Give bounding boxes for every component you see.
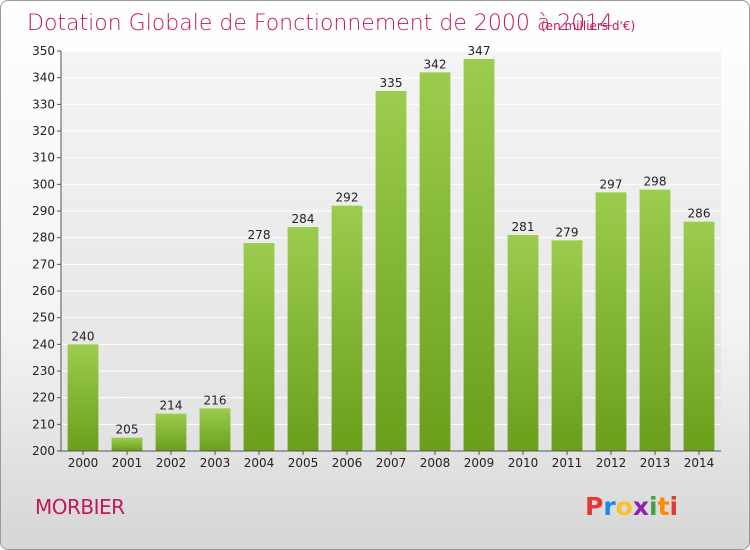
- y-tick-label: 270: [32, 257, 55, 271]
- bar: [507, 235, 539, 451]
- data-label: 216: [204, 393, 227, 407]
- logo-letter: t: [658, 492, 670, 521]
- chart-unit-note: (en milliers d'€): [541, 19, 635, 33]
- bar: [243, 243, 275, 451]
- x-tick-label: 2010: [508, 456, 539, 470]
- y-tick-label: 210: [32, 417, 55, 431]
- bar: [67, 344, 99, 451]
- data-label: 205: [116, 423, 139, 437]
- y-tick-label: 310: [32, 151, 55, 165]
- bar: [375, 91, 407, 451]
- bar: [683, 221, 715, 451]
- y-tick-label: 300: [32, 177, 55, 191]
- bar: [463, 59, 495, 451]
- logo-letter: x: [633, 492, 649, 521]
- bar: [595, 192, 627, 452]
- y-tick-label: 340: [32, 71, 55, 85]
- data-label: 292: [336, 191, 359, 205]
- x-tick-label: 2006: [332, 456, 363, 470]
- x-tick-label: 2000: [68, 456, 99, 470]
- data-label: 214: [160, 399, 183, 413]
- bar: [155, 413, 187, 451]
- x-tick-label: 2014: [684, 456, 715, 470]
- logo-letter: r: [603, 492, 616, 521]
- chart-title: Dotation Globale de Fonctionnement de 20…: [27, 11, 613, 36]
- y-tick-label: 260: [32, 284, 55, 298]
- bar: [639, 189, 671, 451]
- data-label: 286: [688, 207, 711, 221]
- data-labels: 240 205 214 216 278 284 292 335 342 347 281 279 297 2…: [72, 44, 711, 437]
- x-tick-label: 2007: [376, 456, 407, 470]
- y-tick-label: 350: [32, 44, 55, 58]
- bar: [111, 437, 143, 451]
- x-tick-label: 2003: [200, 456, 231, 470]
- x-tick-label: 2009: [464, 456, 495, 470]
- x-tick-label: 2005: [288, 456, 319, 470]
- x-tick-label: 2008: [420, 456, 451, 470]
- x-tick-label: 2002: [156, 456, 187, 470]
- y-tick-label: 320: [32, 124, 55, 138]
- commune-name: MORBIER: [35, 495, 125, 519]
- x-tick-label: 2011: [552, 456, 583, 470]
- bar: [331, 205, 363, 451]
- data-label: 347: [468, 44, 491, 58]
- logo-letter: P: [585, 492, 603, 521]
- logo-letter: o: [616, 492, 633, 521]
- x-tick-label: 2001: [112, 456, 143, 470]
- data-label: 284: [292, 212, 315, 226]
- bar: [419, 72, 451, 451]
- y-tick-label: 290: [32, 204, 55, 218]
- x-tick-label: 2013: [640, 456, 671, 470]
- y-tick-label: 220: [32, 391, 55, 405]
- proxiti-logo: Proxiti: [585, 492, 678, 521]
- data-label: 279: [556, 225, 579, 239]
- bar: [287, 227, 319, 451]
- data-label: 298: [644, 175, 667, 189]
- data-label: 240: [72, 329, 95, 343]
- data-label: 342: [424, 57, 447, 71]
- y-tick-label: 330: [32, 97, 55, 111]
- data-label: 335: [380, 76, 403, 90]
- data-label: 281: [512, 220, 535, 234]
- y-tick-label: 250: [32, 311, 55, 325]
- x-tick-label: 2004: [244, 456, 275, 470]
- logo-letter: i: [670, 492, 679, 521]
- data-label: 278: [248, 228, 271, 242]
- bar: [199, 408, 231, 451]
- data-label: 297: [600, 177, 623, 191]
- y-tick-label: 280: [32, 231, 55, 245]
- axes: 200 210 220 230 240 250 260 270 280 290 300 310 320 3…: [32, 44, 721, 470]
- bar: [551, 240, 583, 451]
- y-tick-label: 230: [32, 364, 55, 378]
- logo-letter: i: [649, 492, 658, 521]
- y-tick-label: 240: [32, 337, 55, 351]
- y-tick-label: 200: [32, 444, 55, 458]
- x-tick-label: 2012: [596, 456, 627, 470]
- bars: [67, 59, 715, 452]
